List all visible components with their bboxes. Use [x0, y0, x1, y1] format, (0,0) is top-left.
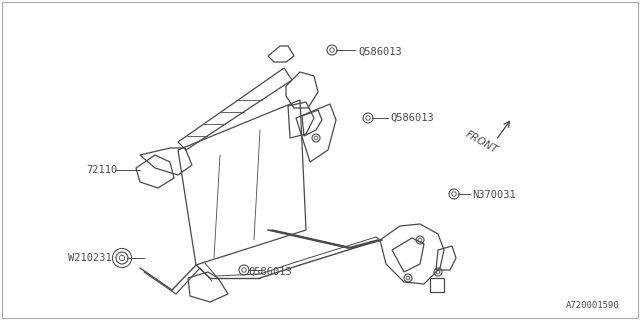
Text: FRONT: FRONT [464, 129, 500, 155]
Text: Q586013: Q586013 [358, 47, 402, 57]
Text: Q586013: Q586013 [390, 113, 434, 123]
Text: N370031: N370031 [472, 190, 516, 200]
Text: W210231: W210231 [68, 253, 112, 263]
Text: 72110: 72110 [87, 165, 118, 175]
Text: Q586013: Q586013 [248, 267, 292, 277]
Text: A720001590: A720001590 [566, 301, 620, 310]
